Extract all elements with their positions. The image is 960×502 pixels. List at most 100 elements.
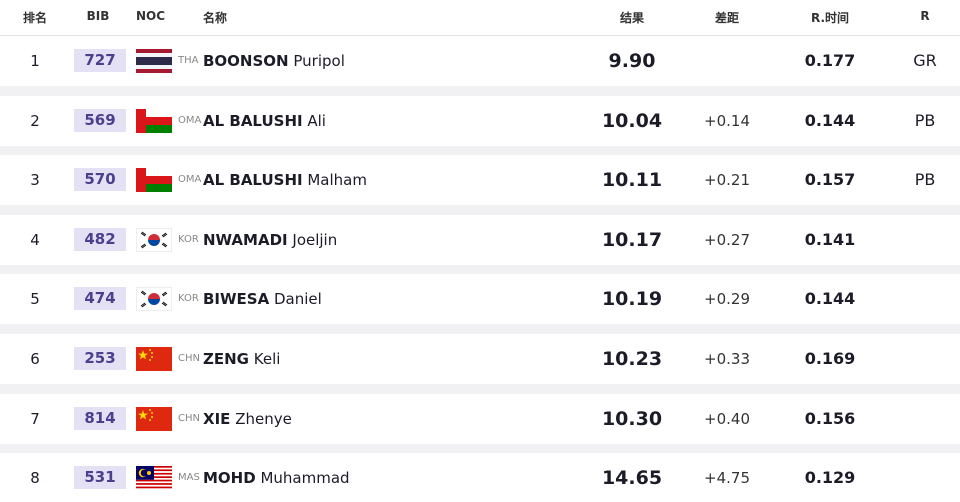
column-header: BIB [86, 9, 110, 23]
noc-code: CHN [178, 412, 200, 424]
flag-part [151, 415, 153, 418]
record: PB [914, 170, 936, 190]
flag [136, 406, 172, 431]
flag-part [148, 299, 160, 306]
bib-badge: 570 [74, 168, 126, 192]
surname: ZENG [203, 350, 249, 368]
given-name: Zhenye [235, 409, 292, 428]
rank: 4 [30, 230, 40, 249]
given-name: Puripol [293, 52, 345, 70]
rank: 1 [30, 52, 40, 70]
flag [136, 227, 172, 252]
column-header: R.时间 [810, 11, 850, 25]
reaction-time: 0.144 [804, 289, 856, 309]
gap: +0.27 [704, 230, 750, 249]
noc-code: CHN [178, 353, 200, 364]
given-name: Keli [253, 350, 281, 368]
bib-badge: 531 [74, 466, 126, 490]
rank: 6 [30, 350, 40, 368]
flag-part [136, 347, 172, 371]
noc-code: KOR [178, 293, 199, 305]
flag-part [149, 408, 151, 411]
flag-part [140, 290, 168, 308]
flag-part [149, 349, 151, 351]
noc-code: THA [178, 55, 199, 66]
athlete-name: XIE Zhenye [203, 394, 292, 444]
flag-part [136, 406, 172, 431]
reaction-time: 0.141 [804, 229, 856, 249]
surname: MOHD [203, 469, 256, 488]
flag-part [140, 469, 148, 477]
flag-part [146, 108, 172, 117]
result: 10.19 [601, 288, 663, 311]
surname: BIWESA [203, 290, 270, 309]
result-row: 2 569 OMA AL BALUSHI Ali 10.04 +0.14 0.144 PB [0, 95, 960, 146]
flag [136, 466, 172, 491]
flag-part [149, 359, 151, 361]
result: 10.23 [601, 348, 663, 370]
surname: XIE [203, 409, 231, 428]
result-row: 8 531 MAS MOHD Muhammad 14.65 +4.75 0.129 [0, 453, 960, 502]
column-header: 排名 [22, 11, 48, 25]
flag-part [136, 483, 172, 485]
flag-part [138, 409, 148, 419]
flag [136, 108, 172, 133]
noc-code: MAS [178, 472, 200, 484]
flag-part [151, 352, 153, 354]
column-header: 结果 [619, 11, 645, 25]
result: 10.17 [601, 228, 663, 251]
rank: 2 [30, 111, 40, 130]
reaction-time: 0.144 [804, 110, 856, 130]
gap: +0.40 [704, 409, 750, 428]
flag-part [136, 57, 172, 65]
athlete-name: AL BALUSHI Malham [203, 155, 367, 205]
gap: +4.75 [704, 469, 750, 488]
column-header: R [920, 9, 930, 23]
reaction-time: 0.157 [804, 170, 856, 190]
rank: 7 [30, 409, 40, 428]
surname: AL BALUSHI [203, 171, 303, 190]
gap: +0.14 [704, 111, 750, 130]
reaction-time: 0.129 [804, 468, 856, 488]
result-row: 5 474 KOR BIWESA Daniel 10.19 +0.29 0.144 [0, 274, 960, 325]
rank: 5 [30, 290, 40, 309]
athlete-name: ZENG Keli [203, 334, 280, 384]
record: GR [913, 51, 937, 70]
flag-part [148, 293, 160, 300]
result-row: 3 570 OMA AL BALUSHI Malham 10.11 +0.21 0.157 P… [0, 155, 960, 206]
flag [136, 168, 172, 193]
bib-badge: 727 [74, 49, 126, 72]
result: 9.90 [608, 50, 656, 72]
gap: +0.33 [704, 350, 750, 368]
bib-badge: 814 [74, 406, 126, 430]
noc-code: OMA [178, 174, 202, 186]
bib-badge: 474 [74, 287, 126, 311]
flag-part [148, 233, 160, 240]
given-name: Ali [307, 111, 326, 130]
bib-badge: 569 [74, 108, 126, 132]
result-row: 6 253 CHN ZENG Keli 10.23 +0.33 0.169 [0, 334, 960, 384]
athlete-name: MOHD Muhammad [203, 453, 350, 502]
bib-badge: 253 [74, 347, 126, 370]
result-row: 4 482 KOR NWAMADI Joeljin 10.17 +0.27 0.141 [0, 214, 960, 265]
bib-badge: 482 [74, 227, 126, 251]
flag-part [151, 356, 153, 358]
surname: NWAMADI [203, 230, 288, 249]
column-header: 差距 [714, 11, 740, 25]
flag-part [151, 411, 153, 414]
flag [136, 49, 172, 73]
reaction-time: 0.156 [804, 408, 856, 428]
flag [136, 347, 172, 371]
result: 14.65 [601, 467, 663, 490]
result-row: 7 814 CHN XIE Zhenye 10.30 +0.40 0.156 [0, 393, 960, 444]
column-header: 名称 [203, 11, 228, 25]
flag-part [140, 231, 168, 249]
athlete-name: AL BALUSHI Ali [203, 96, 326, 146]
flag-part [147, 471, 151, 476]
given-name: Malham [307, 171, 367, 190]
noc-code: KOR [178, 233, 199, 245]
given-name: Joeljin [292, 230, 338, 249]
header-row: 排名 BIB NOC 名称 结果 差距 R.时间 R [0, 0, 960, 36]
result: 10.30 [601, 407, 663, 430]
